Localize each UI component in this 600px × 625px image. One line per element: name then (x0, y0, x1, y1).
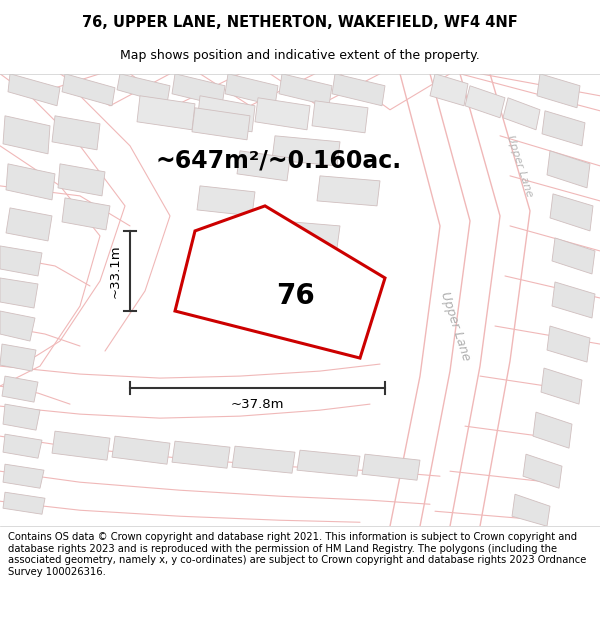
Polygon shape (465, 86, 505, 118)
Polygon shape (137, 96, 195, 130)
Polygon shape (272, 136, 340, 166)
Polygon shape (6, 208, 52, 241)
Polygon shape (3, 434, 42, 458)
Text: Map shows position and indicative extent of the property.: Map shows position and indicative extent… (120, 49, 480, 62)
Polygon shape (0, 344, 36, 371)
Polygon shape (541, 368, 582, 404)
Text: Upper Lane: Upper Lane (505, 134, 535, 198)
Text: Contains OS data © Crown copyright and database right 2021. This information is : Contains OS data © Crown copyright and d… (8, 532, 586, 577)
Polygon shape (52, 431, 110, 460)
Polygon shape (523, 454, 562, 488)
Polygon shape (533, 412, 572, 448)
Polygon shape (537, 74, 580, 108)
Polygon shape (277, 221, 340, 248)
Polygon shape (192, 107, 250, 140)
Polygon shape (0, 311, 35, 341)
Polygon shape (430, 74, 468, 106)
Polygon shape (58, 164, 105, 196)
Polygon shape (175, 206, 385, 358)
Polygon shape (172, 441, 230, 468)
Polygon shape (232, 446, 295, 473)
Polygon shape (255, 98, 310, 130)
Polygon shape (197, 186, 255, 216)
Polygon shape (3, 464, 44, 488)
Polygon shape (3, 116, 50, 154)
Polygon shape (6, 164, 55, 200)
Text: ~33.1m: ~33.1m (109, 244, 122, 298)
Polygon shape (279, 74, 332, 106)
Text: 76: 76 (275, 282, 314, 310)
Polygon shape (512, 494, 550, 526)
Polygon shape (552, 238, 595, 274)
Polygon shape (117, 74, 170, 104)
Polygon shape (197, 96, 255, 132)
Polygon shape (52, 116, 100, 150)
Polygon shape (362, 454, 420, 480)
Polygon shape (503, 98, 540, 130)
Polygon shape (8, 74, 60, 106)
Polygon shape (552, 282, 595, 318)
Polygon shape (62, 198, 110, 230)
Polygon shape (0, 246, 42, 276)
Polygon shape (225, 74, 278, 106)
Polygon shape (312, 101, 368, 133)
Polygon shape (547, 151, 590, 188)
Polygon shape (550, 194, 593, 231)
Polygon shape (542, 111, 585, 146)
Polygon shape (332, 74, 385, 106)
Polygon shape (547, 326, 590, 362)
Text: Upper Lane: Upper Lane (437, 290, 472, 362)
Text: ~647m²/~0.160ac.: ~647m²/~0.160ac. (155, 149, 401, 173)
Polygon shape (317, 176, 380, 206)
Polygon shape (3, 404, 40, 430)
Polygon shape (237, 151, 290, 181)
Polygon shape (62, 74, 115, 106)
Polygon shape (172, 74, 225, 106)
Polygon shape (3, 492, 45, 514)
Text: ~37.8m: ~37.8m (231, 398, 284, 411)
Text: 76, UPPER LANE, NETHERTON, WAKEFIELD, WF4 4NF: 76, UPPER LANE, NETHERTON, WAKEFIELD, WF… (82, 14, 518, 29)
Polygon shape (112, 436, 170, 464)
Polygon shape (297, 450, 360, 476)
Polygon shape (0, 278, 38, 308)
Polygon shape (2, 376, 38, 402)
